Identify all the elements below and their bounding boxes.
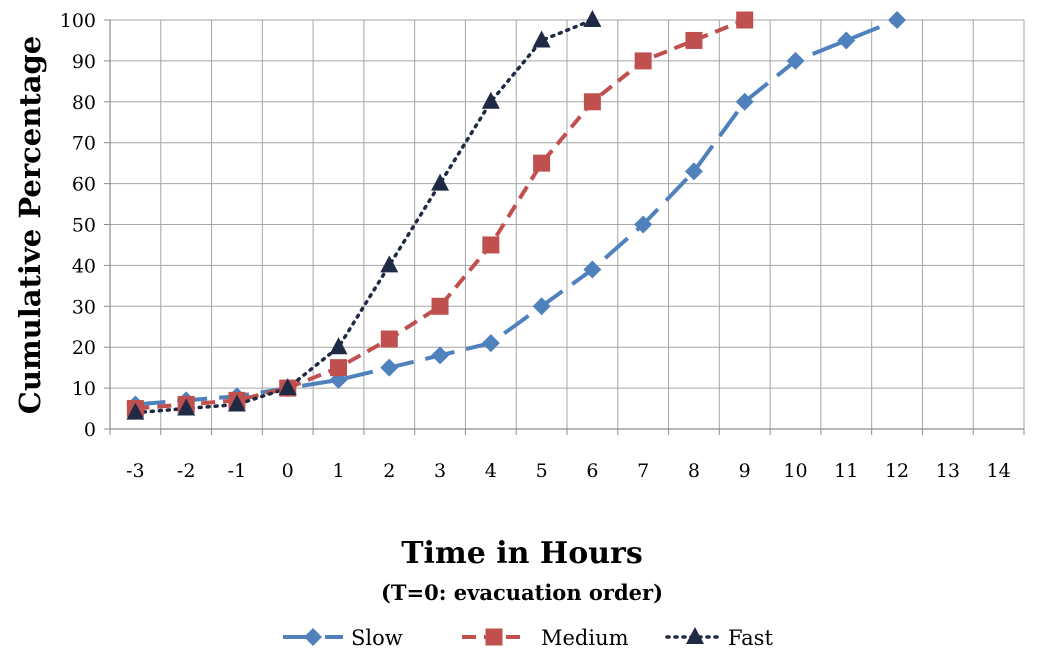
y-tick-label: 60 (72, 174, 96, 196)
y-axis-title: Cumulative Percentage (13, 36, 47, 414)
x-axis-subtitle: (T=0: evacuation order) (381, 580, 663, 605)
data-point-slow (684, 162, 703, 181)
x-tick-label: 13 (936, 460, 960, 482)
data-point-slow (481, 334, 500, 353)
legend-marker-slow (304, 628, 322, 646)
data-point-fast (583, 10, 602, 27)
data-point-slow (888, 11, 907, 29)
x-tick-label: 12 (885, 460, 909, 482)
y-tick-label: 40 (72, 255, 96, 277)
x-tick-label: 2 (383, 460, 395, 482)
y-tick-label: 80 (72, 92, 96, 114)
data-point-slow (532, 297, 551, 316)
data-point-fast (481, 91, 500, 109)
data-point-fast (329, 337, 348, 355)
data-point-fast (177, 398, 196, 416)
legend-marker-fast (686, 627, 704, 644)
data-point-fast (227, 394, 246, 412)
data-point-medium (482, 236, 500, 254)
x-tick-label: -3 (126, 460, 145, 482)
y-tick-label: 90 (72, 51, 96, 73)
legend-label-slow: Slow (351, 626, 403, 650)
y-tick-label: 20 (72, 337, 96, 359)
data-point-slow (634, 215, 653, 234)
data-point-fast (431, 173, 450, 191)
legend-label-medium: Medium (541, 626, 629, 650)
y-tick-label: 0 (84, 419, 96, 441)
x-tick-labels: -3 -2 -1 0 1 2 3 4 5 6 7 8 9 10 11 12 13 14 (126, 460, 1011, 482)
x-tick-label: 1 (332, 460, 344, 482)
y-tick-label: 50 (72, 215, 96, 237)
data-point-slow (837, 31, 856, 50)
x-tick-label: 3 (434, 460, 446, 482)
y-tick-label: 100 (60, 10, 96, 32)
x-tick-label: 14 (987, 460, 1011, 482)
data-point-medium (634, 52, 652, 70)
legend: Slow Medium Fast (283, 626, 773, 650)
data-point-fast (278, 378, 297, 396)
x-tick-label: 0 (282, 460, 294, 482)
data-point-slow (583, 260, 602, 279)
axes (104, 19, 1025, 435)
data-point-medium (736, 11, 754, 29)
data-point-fast (126, 402, 145, 420)
y-tick-label: 70 (72, 133, 96, 155)
y-tick-label: 30 (72, 296, 96, 318)
data-point-slow (380, 358, 399, 377)
x-tick-label: 4 (485, 460, 497, 482)
data-point-medium (685, 31, 703, 49)
legend-marker-medium (485, 628, 503, 646)
x-tick-label: 8 (688, 460, 700, 482)
data-point-slow (786, 51, 805, 70)
data-point-slow (431, 346, 450, 365)
data-point-medium (330, 359, 347, 377)
y-tick-labels: 0 10 20 30 40 50 60 70 80 90 100 (60, 10, 96, 441)
x-tick-label: -1 (228, 460, 247, 482)
x-tick-label: 7 (637, 460, 649, 482)
data-point-medium (533, 154, 551, 172)
data-point-fast (532, 30, 551, 48)
grid (110, 19, 1025, 429)
data-point-slow (735, 92, 754, 111)
x-tick-label: 11 (834, 460, 858, 482)
series-line-slow (135, 18, 898, 407)
series-markers (126, 10, 907, 420)
x-tick-label: 5 (536, 460, 548, 482)
legend-label-fast: Fast (728, 626, 773, 650)
x-tick-label: 9 (739, 460, 751, 482)
x-tick-label: -2 (177, 460, 196, 482)
y-tick-label: 10 (72, 378, 96, 400)
x-tick-label: 6 (586, 460, 598, 482)
x-axis-title: Time in Hours (401, 536, 643, 571)
data-point-medium (380, 330, 398, 348)
x-tick-label: 10 (783, 460, 807, 482)
data-point-medium (431, 297, 449, 315)
data-point-medium (583, 93, 601, 111)
data-point-fast (380, 255, 399, 273)
